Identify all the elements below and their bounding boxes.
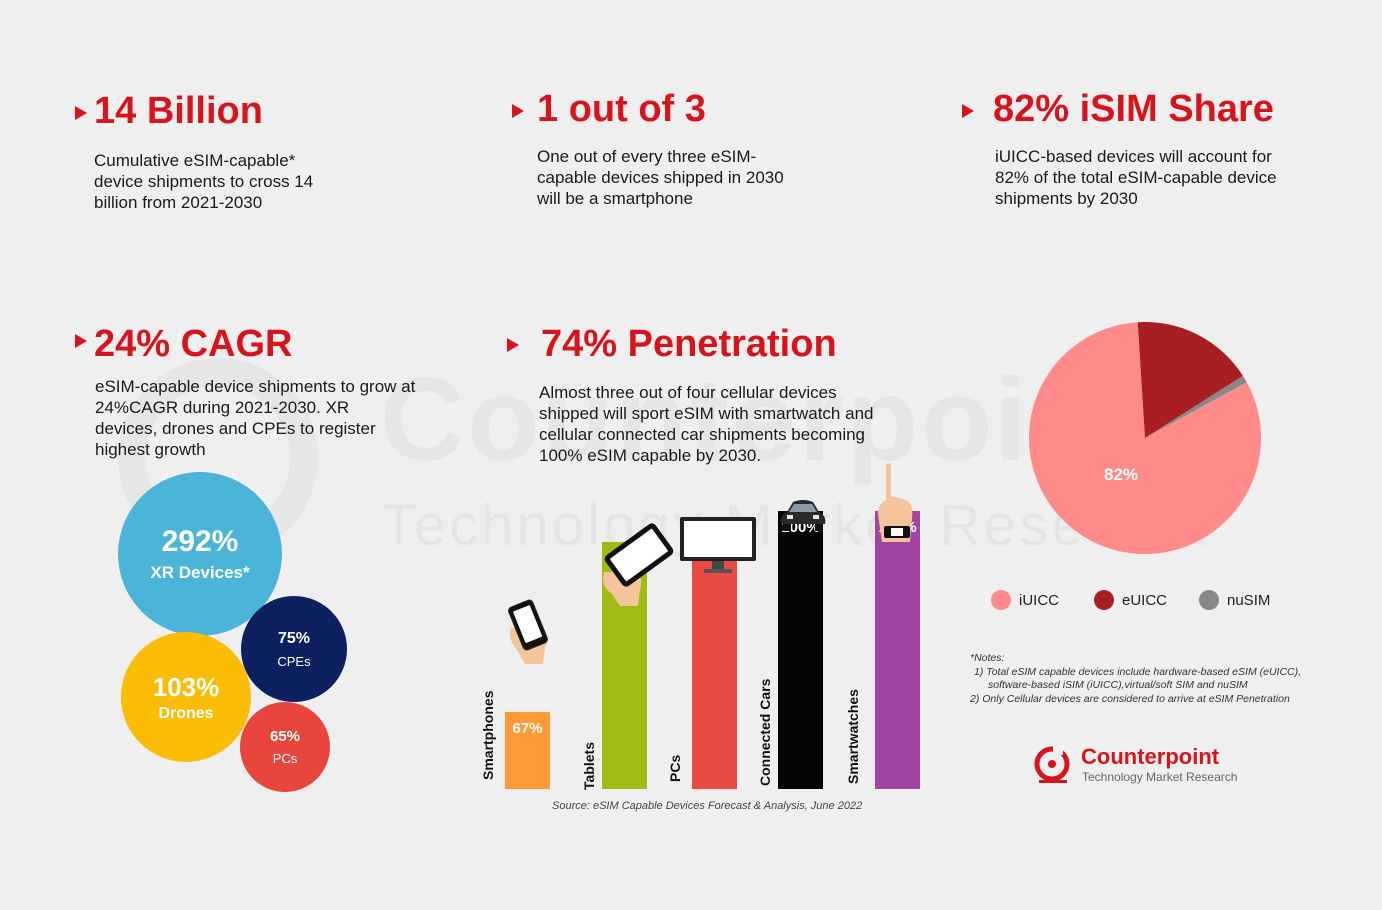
bubble-pcs: 65% PCs	[240, 702, 330, 792]
text-line: device shipments to cross 14	[94, 172, 314, 191]
text-line: shipments by 2030	[995, 189, 1138, 208]
legend-item-euicc: eUICC	[1094, 590, 1167, 610]
note-line: 1) Total eSIM capable devices include ha…	[974, 665, 1302, 678]
legend-swatch	[1094, 590, 1114, 610]
source-note: Source: eSIM Capable Devices Forecast & …	[552, 800, 863, 812]
pie-slice-euicc	[1137, 322, 1243, 438]
category-label-smartwatches: Smartwatches	[845, 689, 861, 784]
bubble-value: 292%	[161, 525, 239, 558]
bar-value-label: 67%	[512, 720, 543, 738]
bar-smartwatches: 100%	[875, 511, 920, 789]
pie-slice-nusim	[1145, 375, 1247, 438]
counterpoint-logo-icon	[1034, 745, 1070, 783]
pie-slice-iuicc	[1029, 322, 1261, 554]
text-line: One out of every three eSIM-	[537, 147, 757, 166]
bar-connected-cars: 100%	[778, 511, 823, 789]
logo-tagline: Technology Market Research	[1082, 770, 1238, 784]
legend-label: eUICC	[1122, 591, 1168, 609]
stat-text-penetration: Almost three out of four cellular device…	[539, 382, 873, 466]
logo-name: Counterpoint	[1081, 744, 1220, 769]
bullet-arrow-icon	[75, 334, 87, 348]
category-label-connected-cars: Connected Cars	[757, 678, 773, 786]
phone-in-hand-icon	[508, 599, 548, 664]
headline-isim-share: 82% iSIM Share	[993, 88, 1274, 130]
bullet-arrow-icon	[75, 106, 87, 120]
stat-text-1-out-of-3: One out of every three eSIM- capable dev…	[537, 146, 784, 209]
text-line: 100% eSIM capable by 2030.	[539, 446, 762, 465]
text-line: cellular connected car shipments becomin…	[539, 425, 866, 444]
bubble-label: PCs	[272, 751, 298, 766]
bullet-arrow-icon	[962, 104, 974, 118]
footnotes: *Notes: 1) Total eSIM capable devices in…	[970, 652, 1301, 706]
legend-swatch	[1199, 590, 1219, 610]
isim-share-pie-chart	[1029, 322, 1261, 554]
tablet-in-hand-icon	[603, 523, 674, 606]
legend-item-iuicc: iUICC	[991, 590, 1059, 610]
legend-item-nusim: nuSIM	[1199, 590, 1270, 610]
stat-text-cagr: eSIM-capable device shipments to grow at…	[95, 376, 415, 460]
monitor-icon	[680, 517, 756, 573]
bar-smartphones: 67%	[505, 712, 550, 789]
bubble-label: XR Devices*	[150, 563, 250, 582]
bullet-arrow-icon	[512, 104, 524, 118]
legend-label: nuSIM	[1227, 591, 1271, 609]
bullet-arrow-icon	[507, 338, 519, 352]
text-line: iUICC-based devices will account for	[995, 147, 1272, 166]
text-line: devices, drones and CPEs to register	[95, 419, 376, 438]
category-label-pcs: PCs	[667, 754, 683, 782]
text-line: capable devices shipped in 2030	[537, 168, 784, 187]
legend-swatch	[991, 590, 1011, 610]
bubble-cpes: 75% CPEs	[241, 596, 347, 702]
text-line: billion from 2021-2030	[94, 193, 263, 212]
text-line: Cumulative eSIM-capable*	[94, 151, 296, 170]
headline-cagr: 24% CAGR	[94, 323, 293, 365]
legend-label: iUICC	[1019, 591, 1059, 609]
bubble-label: CPEs	[277, 653, 311, 669]
text-line: 82% of the total eSIM-capable device	[995, 168, 1277, 187]
text-line: 24%CAGR during 2021-2030. XR	[95, 398, 350, 417]
car-icon	[780, 500, 826, 531]
headline-1-out-of-3: 1 out of 3	[537, 88, 706, 130]
bubble-value: 103%	[152, 671, 220, 702]
bubble-xr-devices: 292% XR Devices*	[118, 472, 282, 636]
bubble-value: 75%	[277, 629, 311, 647]
bubble-drones: 103% Drones	[121, 632, 251, 762]
text-line: Almost three out of four cellular device…	[539, 383, 837, 402]
headline-14-billion: 14 Billion	[94, 90, 263, 132]
bubble-value: 65%	[269, 728, 301, 745]
pointing-hand-watch-icon	[878, 463, 913, 542]
note-line: software-based iSIM (iUICC),virtual/soft…	[988, 679, 1248, 691]
notes-heading: *Notes:	[970, 652, 1005, 664]
stat-text-14-billion: Cumulative eSIM-capable* device shipment…	[94, 150, 313, 213]
category-label-smartphones: Smartphones	[480, 690, 496, 780]
stat-text-isim-share: iUICC-based devices will account for 82%…	[995, 146, 1277, 209]
pie-slice-label-iuicc: 82%	[1104, 465, 1139, 484]
text-line: shipped will sport eSIM with smartwatch …	[539, 404, 874, 423]
category-label-tablets: Tablets	[581, 742, 597, 790]
headline-penetration: 74% Penetration	[541, 323, 837, 365]
text-line: highest growth	[95, 440, 206, 459]
note-line: 2) Only Cellular devices are considered …	[970, 692, 1290, 705]
bubble-label: Drones	[158, 704, 214, 722]
text-line: will be a smartphone	[537, 189, 693, 208]
text-line: eSIM-capable device shipments to grow at	[95, 377, 416, 396]
